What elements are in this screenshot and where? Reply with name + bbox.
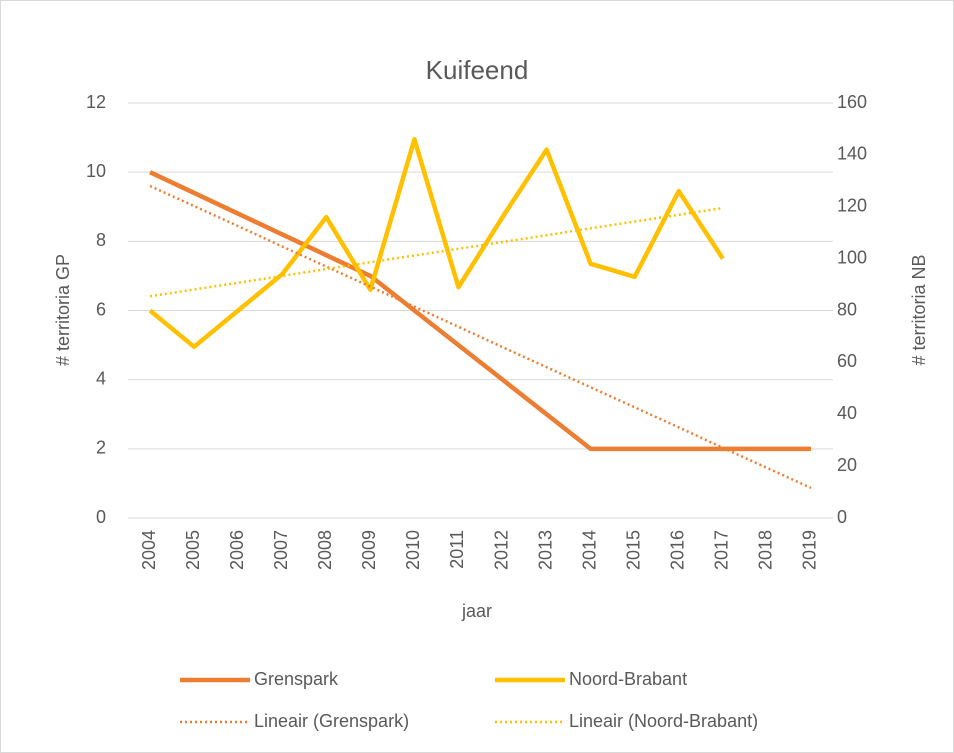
- y2-axis-title: # territoria NB: [909, 254, 929, 365]
- x-tick-label: 2005: [183, 530, 203, 570]
- y2-tick-label: 0: [837, 507, 847, 527]
- y-tick-label: 8: [96, 230, 106, 250]
- y2-tick-label: 140: [837, 144, 867, 164]
- series-line: [149, 206, 724, 298]
- x-tick-label: 2015: [623, 530, 643, 570]
- x-tick-label: 2006: [227, 530, 247, 570]
- x-tick-label: 2004: [139, 530, 159, 570]
- y-axis-title: # territoria GP: [53, 254, 73, 366]
- x-tick-label: 2017: [712, 530, 732, 570]
- y-tick-label: 2: [96, 438, 106, 458]
- series-line: [148, 137, 725, 350]
- legend-label: Lineair (Noord-Brabant): [569, 711, 758, 731]
- y2-tick-label: 120: [837, 196, 867, 216]
- chart-title: Kuifeend: [426, 55, 529, 85]
- x-tick-label: 2008: [315, 530, 335, 570]
- x-tick-label: 2018: [756, 530, 776, 570]
- y-tick-label: 6: [96, 299, 106, 319]
- y2-tick-label: 40: [837, 403, 857, 423]
- x-tick-label: 2009: [359, 530, 379, 570]
- x-tick-label: 2013: [535, 530, 555, 570]
- y-tick-label: 12: [86, 92, 106, 112]
- x-axis-title: jaar: [461, 601, 492, 621]
- x-tick-label: 2016: [668, 530, 688, 570]
- x-tick-label: 2007: [271, 530, 291, 570]
- y-tick-label: 4: [96, 368, 106, 388]
- legend-label: Grenspark: [254, 669, 339, 689]
- series-line: [149, 170, 811, 452]
- y2-tick-label: 60: [837, 351, 857, 371]
- series-line: [149, 184, 812, 490]
- x-tick-label: 2014: [579, 530, 599, 570]
- x-tick-label: 2010: [403, 530, 423, 570]
- legend-label: Lineair (Grenspark): [254, 711, 409, 731]
- x-tick-label: 2012: [491, 530, 511, 570]
- x-tick-label: 2011: [447, 530, 467, 569]
- y-tick-label: 10: [86, 161, 106, 181]
- y-tick-label: 0: [96, 507, 106, 527]
- y2-tick-label: 80: [837, 299, 857, 319]
- legend-label: Noord-Brabant: [569, 669, 687, 689]
- x-tick-label: 2019: [800, 530, 820, 570]
- y2-tick-label: 100: [837, 247, 867, 267]
- y2-tick-label: 160: [837, 92, 867, 112]
- y2-tick-label: 20: [837, 455, 857, 475]
